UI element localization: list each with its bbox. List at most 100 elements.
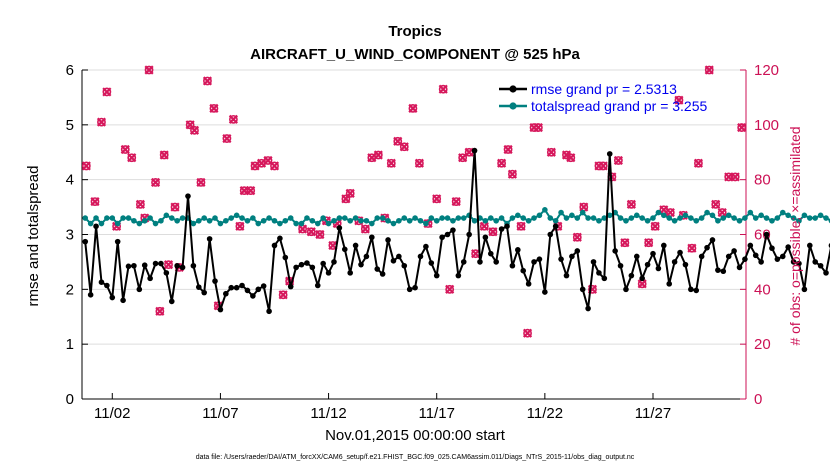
- y2-axis-label: # of obs: o=possible; ×=assimilated: [787, 126, 803, 345]
- obs-possible-point: [620, 238, 630, 248]
- totalspread-point: [244, 217, 251, 224]
- observation-count-marks: [81, 65, 747, 338]
- x-tick-label: 11/22: [527, 405, 563, 422]
- rmse-point: [525, 281, 532, 287]
- totalspread-point: [417, 217, 424, 224]
- obs-possible-point: [97, 117, 106, 127]
- rmse-point: [709, 237, 716, 243]
- totalspread-point: [298, 220, 305, 227]
- obs-assimilated-point: [497, 158, 507, 168]
- rmse-point: [174, 262, 180, 269]
- rmse-point: [785, 244, 791, 250]
- y-tick-label: 0: [66, 391, 74, 408]
- obs-assimilated-point: [228, 114, 238, 124]
- totalspread-point: [163, 212, 170, 219]
- totalspread-point: [87, 220, 94, 227]
- totalspread-point: [282, 217, 289, 224]
- totalspread-point: [179, 215, 186, 221]
- totalspread-point: [455, 215, 462, 221]
- rmse-point: [287, 283, 294, 290]
- rmse-point: [596, 270, 602, 276]
- totalspread-point: [390, 220, 397, 227]
- legend: rmse grand pr = 2.5313 totalspread grand…: [499, 81, 708, 114]
- totalspread-point: [509, 215, 516, 221]
- totalspread-point: [385, 217, 391, 224]
- y-tick-label: 3: [66, 227, 74, 244]
- rmse-point: [401, 262, 408, 269]
- obs-possible-point: [246, 186, 256, 196]
- rmse-point: [666, 281, 673, 287]
- totalspread-point: [590, 215, 597, 221]
- totalspread-point: [623, 217, 629, 224]
- obs-possible-point: [222, 134, 232, 143]
- totalspread-point: [785, 212, 791, 219]
- rmse-point: [558, 256, 564, 262]
- obs-assimilated-point: [488, 227, 498, 237]
- obs-assimilated-point: [644, 238, 654, 248]
- rmse-point: [390, 258, 397, 264]
- totalspread-point: [823, 215, 829, 221]
- rmse-point: [547, 231, 554, 238]
- rmse-point: [228, 284, 235, 291]
- totalspread-point: [774, 215, 781, 221]
- obs-possible-point: [399, 142, 409, 152]
- rmse-point: [569, 253, 575, 260]
- totalspread-point: [742, 215, 748, 221]
- totalspread-point: [401, 215, 408, 221]
- rmse-point: [223, 290, 229, 297]
- obs-possible-point: [90, 197, 100, 206]
- rmse-point: [655, 265, 662, 272]
- totalspread-point: [168, 215, 175, 221]
- obs-possible-point: [190, 125, 199, 135]
- rmse-point: [536, 256, 543, 262]
- obs-assimilated-point: [256, 158, 267, 168]
- rmse-point: [585, 305, 591, 312]
- x-tick-label: 11/27: [635, 405, 671, 422]
- totalspread-point: [260, 217, 267, 224]
- rmse-point: [352, 242, 359, 249]
- obs-assimilated-point: [503, 144, 513, 155]
- obs-possible-point: [650, 221, 660, 231]
- rmse-point: [747, 242, 754, 249]
- totalspread-point: [460, 215, 467, 221]
- rmse-point: [255, 286, 262, 293]
- totalspread-point: [412, 215, 418, 221]
- totalspread-point: [801, 212, 808, 219]
- rmse-point: [720, 268, 727, 275]
- obs-possible-point: [687, 243, 697, 253]
- rmse-point: [606, 151, 613, 157]
- obs-assimilated-point: [269, 161, 280, 171]
- obs-possible-point: [155, 306, 165, 316]
- totalspread-point: [601, 215, 608, 221]
- rmse-point: [477, 259, 483, 265]
- obs-possible-point: [127, 153, 137, 163]
- rmse-point: [185, 193, 191, 199]
- rmse-point: [428, 260, 435, 266]
- rmse-point: [131, 262, 137, 269]
- obs-assimilated-point: [438, 84, 448, 94]
- totalspread-point: [98, 220, 105, 227]
- x-tick-label: 11/12: [310, 405, 346, 422]
- obs-assimilated-point: [561, 150, 572, 160]
- rmse-point: [379, 271, 386, 277]
- totalspread-point: [331, 217, 337, 224]
- rmse-point: [769, 245, 775, 252]
- totalspread-point: [147, 215, 153, 221]
- obs-assimilated-point: [626, 199, 636, 209]
- obs-possible-point: [503, 145, 513, 154]
- rmse-point: [293, 264, 299, 271]
- rmse-point: [531, 259, 537, 265]
- totalspread-point: [536, 212, 543, 219]
- obs-possible-point: [135, 199, 145, 209]
- rmse-point: [677, 249, 683, 256]
- rmse-point: [628, 272, 635, 279]
- rmse-point: [385, 237, 391, 243]
- rmse-point: [460, 259, 467, 265]
- obs-assimilated-point: [693, 158, 703, 168]
- rmse-point: [671, 259, 678, 265]
- obs-assimilated-point: [533, 122, 543, 133]
- totalspread-point: [325, 220, 332, 227]
- rmse-point: [163, 270, 170, 276]
- totalspread-point: [423, 220, 429, 227]
- totalspread-point: [125, 215, 132, 221]
